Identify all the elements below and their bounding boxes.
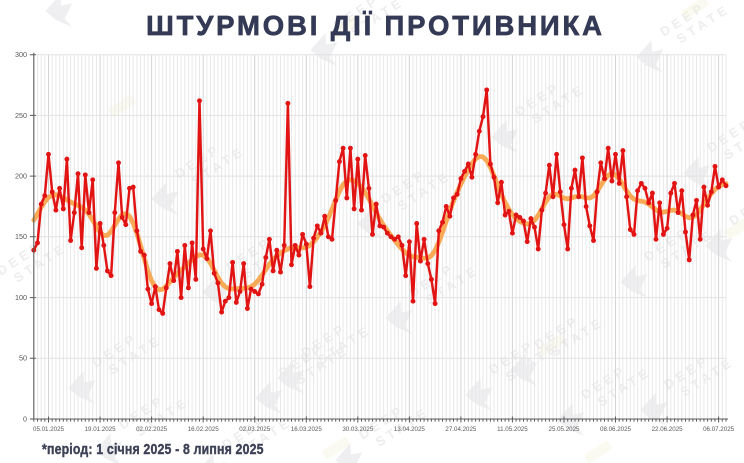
svg-text:200: 200 (15, 172, 27, 181)
svg-text:100: 100 (15, 293, 27, 302)
svg-text:05.01.2025: 05.01.2025 (33, 426, 65, 433)
svg-text:50: 50 (19, 354, 27, 363)
svg-text:13.04.2025: 13.04.2025 (394, 426, 426, 433)
svg-text:08.06.2025: 08.06.2025 (600, 426, 632, 433)
svg-text:27.04.2025: 27.04.2025 (445, 426, 477, 433)
svg-text:30.03.2025: 30.03.2025 (342, 426, 374, 433)
svg-text:11.05.2025: 11.05.2025 (497, 426, 528, 433)
svg-text:16.02.2025: 16.02.2025 (188, 426, 220, 433)
svg-text:22.06.2025: 22.06.2025 (652, 426, 684, 433)
svg-text:300: 300 (15, 50, 27, 59)
svg-text:25.05.2025: 25.05.2025 (549, 426, 581, 433)
svg-text:02.02.2025: 02.02.2025 (136, 426, 168, 433)
svg-text:0: 0 (23, 414, 27, 423)
svg-text:06.07.2025: 06.07.2025 (703, 426, 735, 433)
svg-text:02.03.2025: 02.03.2025 (239, 426, 271, 433)
svg-text:150: 150 (15, 232, 27, 241)
svg-text:19.01.2025: 19.01.2025 (85, 426, 117, 433)
svg-text:250: 250 (15, 111, 27, 120)
svg-text:16.03.2025: 16.03.2025 (291, 426, 323, 433)
